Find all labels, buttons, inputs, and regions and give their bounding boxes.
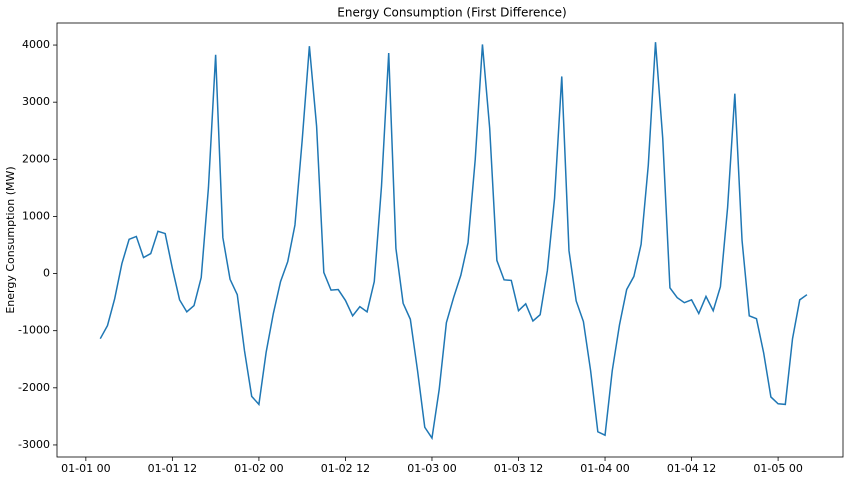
x-tick-label: 01-04 12 <box>667 462 716 475</box>
y-tick-label: 2000 <box>22 152 50 165</box>
y-tick-label: 4000 <box>22 38 50 51</box>
y-tick-label: -3000 <box>18 438 50 451</box>
chart-title: Energy Consumption (First Difference) <box>337 6 566 20</box>
x-tick-label: 01-02 00 <box>234 462 283 475</box>
y-tick-label: 1000 <box>22 209 50 222</box>
y-tick-label: -2000 <box>18 381 50 394</box>
x-tick-label: 01-04 00 <box>580 462 629 475</box>
y-tick-label: 3000 <box>22 95 50 108</box>
x-tick-label: 01-02 12 <box>321 462 370 475</box>
x-tick-label: 01-03 12 <box>494 462 543 475</box>
x-tick-label: 01-01 00 <box>61 462 110 475</box>
y-tick-label: 0 <box>43 267 50 280</box>
x-tick-label: 01-01 12 <box>148 462 197 475</box>
y-tick-label: -1000 <box>18 324 50 337</box>
data-line <box>99 42 808 441</box>
y-axis-label: Energy Consumption (MW) <box>4 166 17 313</box>
x-tick-label: 01-05 00 <box>753 462 802 475</box>
x-tick-label: 01-03 00 <box>407 462 456 475</box>
plot-frame <box>56 22 844 458</box>
